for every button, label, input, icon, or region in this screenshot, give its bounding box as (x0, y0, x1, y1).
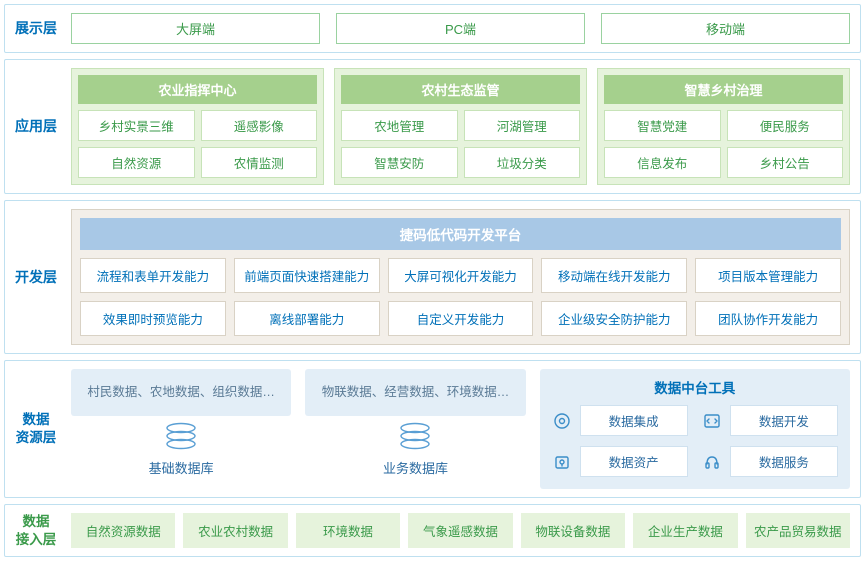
dev-capability: 大屏可视化开发能力 (388, 258, 534, 293)
dev-capability: 效果即时预览能力 (80, 301, 226, 336)
app-item: 智慧党建 (604, 110, 721, 141)
app-group-title: 智慧乡村治理 (604, 75, 843, 104)
layer-label-dev: 开发层 (5, 201, 67, 353)
tool-icon (552, 452, 572, 472)
layer-label-data: 数据 资源层 (5, 361, 67, 497)
app-group: 智慧乡村治理智慧党建便民服务信息发布乡村公告 (597, 68, 850, 185)
tool-item: 数据资产 (552, 446, 688, 477)
layer-label-ingest: 数据 接入层 (5, 505, 67, 556)
data-resource-layer: 数据 资源层 村民数据、农地数据、组织数据… 基础数据库 物联数据、经营数据、环境数… (4, 360, 861, 498)
tool-item: 数据服务 (702, 446, 838, 477)
tool-label: 数据服务 (730, 446, 838, 477)
dev-title: 捷码低代码开发平台 (80, 218, 841, 250)
application-content: 农业指挥中心乡村实景三维遥感影像自然资源农情监测农村生态监管农地管理河湖管理智慧… (67, 60, 860, 193)
dev-capability: 团队协作开发能力 (695, 301, 841, 336)
ingest-item: 农产品贸易数据 (746, 513, 850, 548)
app-item: 遥感影像 (201, 110, 318, 141)
app-item: 信息发布 (604, 147, 721, 178)
dev-layer: 开发层 捷码低代码开发平台 流程和表单开发能力前端页面快速搭建能力大屏可视化开发… (4, 200, 861, 354)
app-group: 农业指挥中心乡村实景三维遥感影像自然资源农情监测 (71, 68, 324, 185)
ingest-item: 气象遥感数据 (408, 513, 512, 548)
data-content: 村民数据、农地数据、组织数据… 基础数据库 物联数据、经营数据、环境数据… 业务数据库… (67, 361, 860, 497)
tool-item: 数据开发 (702, 405, 838, 436)
app-group: 农村生态监管农地管理河湖管理智慧安防垃圾分类 (334, 68, 587, 185)
app-item: 农地管理 (341, 110, 458, 141)
database-name: 基础数据库 (149, 458, 214, 477)
ingest-item: 农业农村数据 (183, 513, 287, 548)
tools-title: 数据中台工具 (552, 377, 838, 397)
display-content: 大屏端 PC端 移动端 (67, 5, 860, 52)
ingest-content: 自然资源数据农业农村数据环境数据气象遥感数据物联设备数据企业生产数据农产品贸易数… (67, 505, 860, 556)
data-database: 物联数据、经营数据、环境数据… 业务数据库 (305, 369, 525, 489)
app-group-title: 农村生态监管 (341, 75, 580, 104)
ingest-item: 自然资源数据 (71, 513, 175, 548)
app-item: 河湖管理 (464, 110, 581, 141)
ingest-item: 企业生产数据 (633, 513, 737, 548)
dev-panel: 捷码低代码开发平台 流程和表单开发能力前端页面快速搭建能力大屏可视化开发能力移动… (71, 209, 850, 345)
tool-label: 数据开发 (730, 405, 838, 436)
display-item: 大屏端 (71, 13, 320, 44)
app-item: 便民服务 (727, 110, 844, 141)
data-tools-panel: 数据中台工具数据集成 数据开发数据资产 数据服务 (540, 369, 850, 489)
dev-capability: 前端页面快速搭建能力 (234, 258, 380, 293)
tool-icon (702, 411, 722, 431)
ingest-item: 物联设备数据 (521, 513, 625, 548)
layer-label-application: 应用层 (5, 60, 67, 193)
dev-capability: 自定义开发能力 (388, 301, 534, 336)
display-item: 移动端 (601, 13, 850, 44)
display-item: PC端 (336, 13, 585, 44)
dev-capability: 企业级安全防护能力 (541, 301, 687, 336)
database-icon (398, 422, 432, 452)
display-layer: 展示层 大屏端 PC端 移动端 (4, 4, 861, 53)
database-desc: 物联数据、经营数据、环境数据… (305, 369, 525, 416)
ingest-item: 环境数据 (296, 513, 400, 548)
dev-capability: 离线部署能力 (234, 301, 380, 336)
app-item: 智慧安防 (341, 147, 458, 178)
database-icon (398, 422, 432, 452)
data-ingest-layer: 数据 接入层 自然资源数据农业农村数据环境数据气象遥感数据物联设备数据企业生产数… (4, 504, 861, 557)
tool-icon (702, 452, 722, 472)
data-database: 村民数据、农地数据、组织数据… 基础数据库 (71, 369, 291, 489)
database-icon (164, 422, 198, 452)
app-item: 自然资源 (78, 147, 195, 178)
layer-label-display: 展示层 (5, 5, 67, 52)
database-name: 业务数据库 (383, 458, 448, 477)
database-icon (164, 422, 198, 452)
tool-label: 数据资产 (580, 446, 688, 477)
database-desc: 村民数据、农地数据、组织数据… (71, 369, 291, 416)
app-item: 垃圾分类 (464, 147, 581, 178)
dev-content: 捷码低代码开发平台 流程和表单开发能力前端页面快速搭建能力大屏可视化开发能力移动… (67, 201, 860, 353)
app-item: 乡村实景三维 (78, 110, 195, 141)
dev-capability: 项目版本管理能力 (695, 258, 841, 293)
tool-icon (552, 411, 572, 431)
app-group-title: 农业指挥中心 (78, 75, 317, 104)
app-item: 乡村公告 (727, 147, 844, 178)
dev-capability: 移动端在线开发能力 (541, 258, 687, 293)
tool-label: 数据集成 (580, 405, 688, 436)
application-layer: 应用层 农业指挥中心乡村实景三维遥感影像自然资源农情监测农村生态监管农地管理河湖… (4, 59, 861, 194)
tool-item: 数据集成 (552, 405, 688, 436)
dev-capability: 流程和表单开发能力 (80, 258, 226, 293)
app-item: 农情监测 (201, 147, 318, 178)
